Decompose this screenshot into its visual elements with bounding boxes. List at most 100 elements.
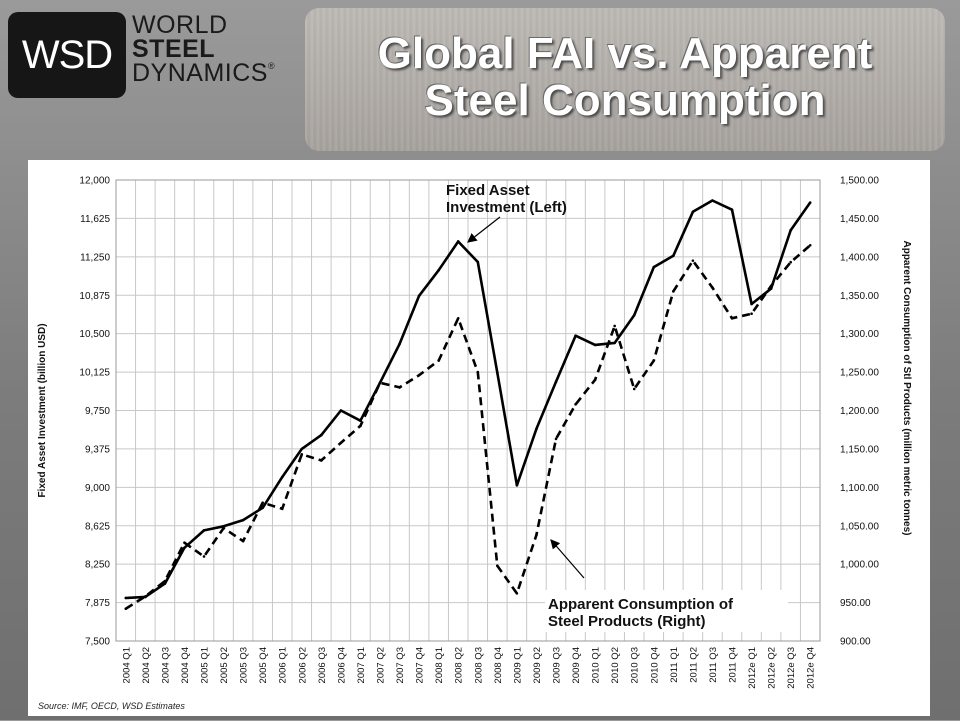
x-tick-label: 2009 Q2 — [532, 647, 543, 683]
data-point-fai — [652, 265, 656, 269]
logo-mark-text: WSD — [21, 32, 113, 77]
data-point-consumption — [398, 386, 401, 389]
chart-panel: 12,000 1,500.00 11,625 1,450.00 11,250 1,400.… — [28, 160, 930, 716]
data-point-consumption — [515, 592, 519, 595]
data-point-consumption — [183, 541, 186, 544]
x-tick-label: 2007 Q1 — [356, 647, 367, 683]
right-tick-label: 1,400.00 — [840, 252, 879, 263]
right-tick-label: 1,450.00 — [840, 214, 879, 225]
x-tick-label: 2008 Q2 — [454, 647, 465, 683]
data-point-consumption — [300, 452, 304, 456]
x-tick-label: 2005 Q3 — [239, 647, 250, 683]
data-point-consumption — [320, 459, 323, 462]
x-tick-label: 2009 Q3 — [552, 647, 563, 683]
registered-mark: ® — [267, 60, 276, 71]
data-point-consumption — [378, 381, 382, 385]
data-point-consumption — [613, 324, 616, 328]
data-point-consumption — [632, 387, 636, 391]
x-tick-label: 2007 Q4 — [415, 647, 426, 683]
page-title-line2: Steel Consumption — [424, 76, 826, 125]
data-point-fai — [535, 427, 538, 431]
data-point-fai — [398, 342, 401, 346]
data-point-fai — [437, 268, 440, 272]
data-point-fai — [261, 506, 264, 510]
right-tick-label: 1,350.00 — [840, 291, 879, 302]
annotation-consumption-line2: Steel Products (Right) — [548, 613, 706, 630]
left-axis-title: Fixed Asset Investment (billion USD) — [37, 323, 48, 497]
left-tick-label: 10,875 — [79, 291, 110, 302]
x-tick-label: 2004 Q2 — [141, 647, 152, 683]
data-point-fai — [496, 371, 499, 374]
x-tick-label: 2006 Q2 — [297, 647, 308, 683]
left-tick-label: 10,500 — [79, 329, 110, 340]
annotation-fai-line2: Investment (Left) — [446, 199, 567, 216]
x-tick-label: 2010 Q4 — [649, 647, 660, 683]
series-line-fai — [125, 199, 812, 600]
data-point-fai — [808, 201, 812, 204]
x-tick-label: 2012e Q4 — [806, 647, 817, 689]
logo-line-dynamics-text: DYNAMICS — [132, 58, 268, 87]
data-point-consumption — [769, 284, 773, 288]
data-point-consumption — [496, 564, 499, 568]
x-tick-label: 2010 Q3 — [630, 647, 641, 683]
data-point-fai — [672, 254, 675, 258]
left-tick-label: 12,000 — [79, 176, 110, 187]
data-point-consumption — [652, 359, 656, 362]
x-tick-label: 2007 Q3 — [395, 647, 406, 683]
data-point-fai — [730, 208, 734, 212]
chart-svg: 12,000 1,500.00 11,625 1,450.00 11,250 1,400.… — [37, 176, 912, 712]
x-tick-label: 2004 Q4 — [180, 647, 191, 683]
data-point-fai — [300, 447, 304, 451]
data-point-fai — [476, 260, 480, 264]
right-tick-label: 1,100.00 — [840, 483, 879, 494]
left-tick-label: 9,375 — [85, 444, 110, 455]
x-tick-label: 2011 Q1 — [669, 647, 680, 683]
data-point-fai — [750, 302, 753, 306]
page-title-line1: Global FAI vs. Apparent — [377, 29, 873, 78]
data-point-fai — [124, 596, 128, 600]
x-tick-label: 2012e Q3 — [786, 647, 797, 689]
right-tick-label: 1,300.00 — [840, 329, 879, 340]
data-point-consumption — [261, 501, 264, 505]
annotation-consumption-line1: Apparent Consumption of — [548, 596, 734, 613]
data-point-fai — [574, 334, 577, 338]
data-point-consumption — [808, 244, 812, 247]
data-point-consumption — [456, 317, 460, 320]
x-tick-label: 2006 Q3 — [317, 647, 328, 683]
right-tick-label: 1,200.00 — [840, 406, 879, 417]
x-tick-label: 2011 Q2 — [688, 647, 699, 683]
x-tick-label: 2006 Q1 — [278, 647, 289, 683]
x-tick-label: 2012e Q2 — [767, 647, 778, 689]
data-point-consumption — [163, 579, 167, 583]
x-tick-label: 2008 Q1 — [434, 647, 445, 683]
left-tick-label: 7,500 — [85, 637, 110, 648]
series-line-consumption — [125, 244, 812, 610]
data-point-consumption — [339, 441, 343, 445]
data-point-fai — [515, 483, 519, 487]
left-tick-label: 10,125 — [79, 368, 110, 379]
x-tick-label: 2009 Q1 — [512, 647, 523, 683]
left-tick-label: 9,750 — [85, 406, 110, 417]
x-tick-label: 2004 Q3 — [160, 647, 171, 683]
annotation-consumption-arrow — [550, 539, 585, 579]
logo-wordmark: WORLD STEEL DYNAMICS® — [132, 13, 276, 87]
data-point-fai — [554, 380, 558, 384]
data-point-consumption — [124, 607, 128, 611]
title-banner: Global FAI vs. Apparent Steel Consumptio… — [305, 8, 945, 151]
annotation-consumption-backdrop — [545, 590, 788, 632]
x-tick-label: 2010 Q1 — [591, 647, 602, 683]
data-point-consumption — [691, 259, 695, 262]
x-tick-label: 2008 Q3 — [473, 647, 484, 683]
x-tick-label: 2011 Q4 — [728, 647, 739, 683]
right-tick-label: 1,150.00 — [840, 444, 879, 455]
data-point-fai — [593, 343, 597, 347]
logo-line-steel: STEEL — [132, 34, 216, 63]
logo-line-dynamics: DYNAMICS® — [132, 58, 276, 87]
right-tick-label: 1,000.00 — [840, 560, 879, 571]
x-tick-label: 2005 Q4 — [258, 647, 269, 683]
data-point-consumption — [574, 403, 577, 406]
x-tick-label: 2005 Q1 — [200, 647, 211, 683]
x-tick-label: 2004 Q1 — [121, 647, 132, 683]
data-point-fai — [202, 529, 206, 532]
data-point-consumption — [789, 260, 792, 264]
